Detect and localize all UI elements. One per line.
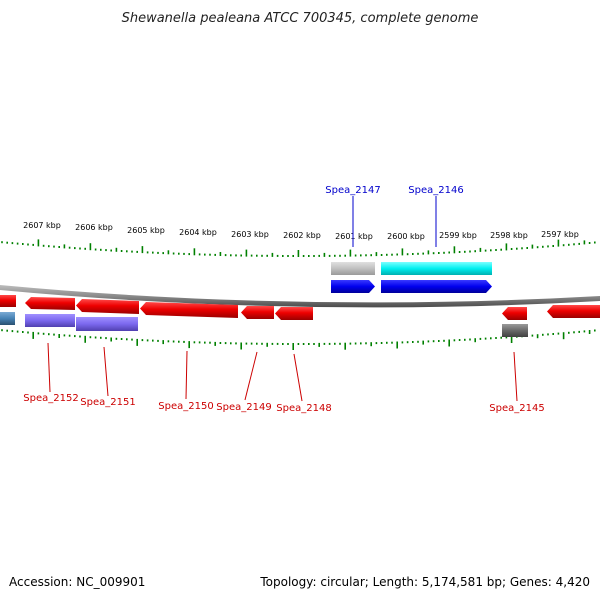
cds-spea-2152[interactable]: [25, 297, 75, 310]
gene-label-spea-2148[interactable]: Spea_2148: [276, 403, 331, 414]
gene-label-spea-2150[interactable]: Spea_2150: [158, 401, 213, 412]
gene-label-spea-2145[interactable]: Spea_2145: [489, 403, 544, 414]
accession-text: Accession: NC_009901: [9, 575, 145, 589]
tick-label: 2604 kbp: [179, 228, 217, 237]
gene-label-spea-2147[interactable]: Spea_2147: [325, 185, 380, 196]
cds-spea-2145[interactable]: [502, 307, 527, 320]
tick-label: 2599 kbp: [439, 231, 477, 240]
tick-row-bottom: [1, 329, 596, 350]
feature-bar-darkgray: [502, 324, 528, 337]
cds-spea-2149[interactable]: [241, 306, 274, 319]
feature-bar-cyan: [381, 262, 492, 275]
tick-label: 2601 kbp: [335, 232, 373, 241]
tick-label: 2606 kbp: [75, 223, 113, 232]
gene-label-spea-2152[interactable]: Spea_2152: [23, 393, 78, 404]
cds-partial-right[interactable]: [547, 305, 600, 318]
tick-label: 2602 kbp: [283, 231, 321, 240]
gene-label-spea-2149[interactable]: Spea_2149: [216, 402, 271, 413]
cds-partial-left[interactable]: [0, 295, 16, 307]
cds-spea-2147[interactable]: [331, 280, 375, 293]
feature-bar-gray: [331, 262, 375, 275]
cds-spea-2150[interactable]: [140, 302, 238, 318]
tick-label: 2605 kbp: [127, 226, 165, 235]
tick-label: 2600 kbp: [387, 232, 425, 241]
tick-label: 2607 kbp: [23, 221, 61, 230]
leader-lines: [47, 196, 518, 402]
gene-label-spea-2151[interactable]: Spea_2151: [80, 397, 135, 408]
genome-backbone: [0, 285, 600, 308]
map-title: Shewanella pealeana ATCC 700345, complet…: [122, 11, 479, 26]
genome-summary-text: Topology: circular; Length: 5,174,581 bp…: [259, 575, 590, 589]
feature-bar-purple: [76, 317, 138, 331]
tick-label: 2598 kbp: [490, 231, 528, 240]
gene-label-spea-2146[interactable]: Spea_2146: [408, 185, 463, 196]
tick-row-top: [1, 239, 596, 257]
cds-spea-2146[interactable]: [381, 280, 492, 293]
tick-label: 2603 kbp: [231, 230, 269, 239]
feature-bar-steelblue: [0, 312, 15, 325]
tick-labels: 2607 kbp 2606 kbp 2605 kbp 2604 kbp 2603…: [23, 221, 579, 241]
cds-spea-2151[interactable]: [76, 299, 139, 314]
feature-bar-purple: [25, 314, 75, 327]
tick-label: 2597 kbp: [541, 230, 579, 239]
cds-spea-2148[interactable]: [275, 307, 313, 320]
